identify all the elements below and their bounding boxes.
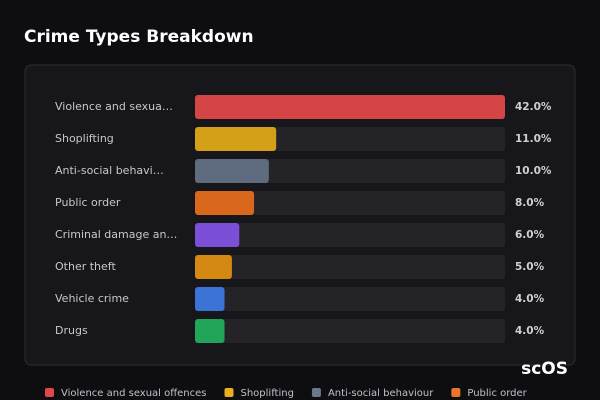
category-label: Drugs [55,324,88,337]
category-label: Vehicle crime [55,292,129,305]
value-label: 10.0% [515,165,552,177]
bar [195,95,505,119]
category-label: Public order [55,196,121,209]
legend-swatch [311,388,321,397]
legend-label: Anti-social behaviour [328,388,434,399]
bar-track [195,255,505,279]
value-label: 42.0% [515,101,552,113]
value-label: 5.0% [515,261,545,273]
legend-swatch [45,388,54,397]
chart-title: Crime Types Breakdown [24,27,254,47]
value-label: 8.0% [515,197,545,209]
category-label: Shoplifting [55,132,114,145]
bar-track [195,223,505,247]
category-label: Violence and sexua… [55,100,173,113]
legend-swatch [451,388,461,397]
legend-swatch [224,388,234,397]
value-label: 11.0% [515,133,552,145]
value-label: 4.0% [515,293,545,305]
bar [195,223,240,247]
legend-label: Shoplifting [241,388,294,399]
category-label: Criminal damage an… [55,228,177,241]
bar [195,287,225,311]
bar [195,319,225,343]
bar [195,255,232,279]
value-label: 4.0% [515,325,545,337]
bar-track [195,159,505,183]
watermark: scOS [521,359,568,379]
bar [195,159,269,183]
bar-track [195,319,505,343]
bar [195,191,255,215]
value-label: 6.0% [515,229,545,241]
bar-track [195,287,505,311]
category-label: Anti-social behavi… [55,164,164,177]
bar [195,127,277,151]
bar-track [195,191,505,215]
legend-label: Public order [467,388,527,399]
legend-label: Violence and sexual offences [61,388,207,399]
category-label: Other theft [55,260,116,273]
